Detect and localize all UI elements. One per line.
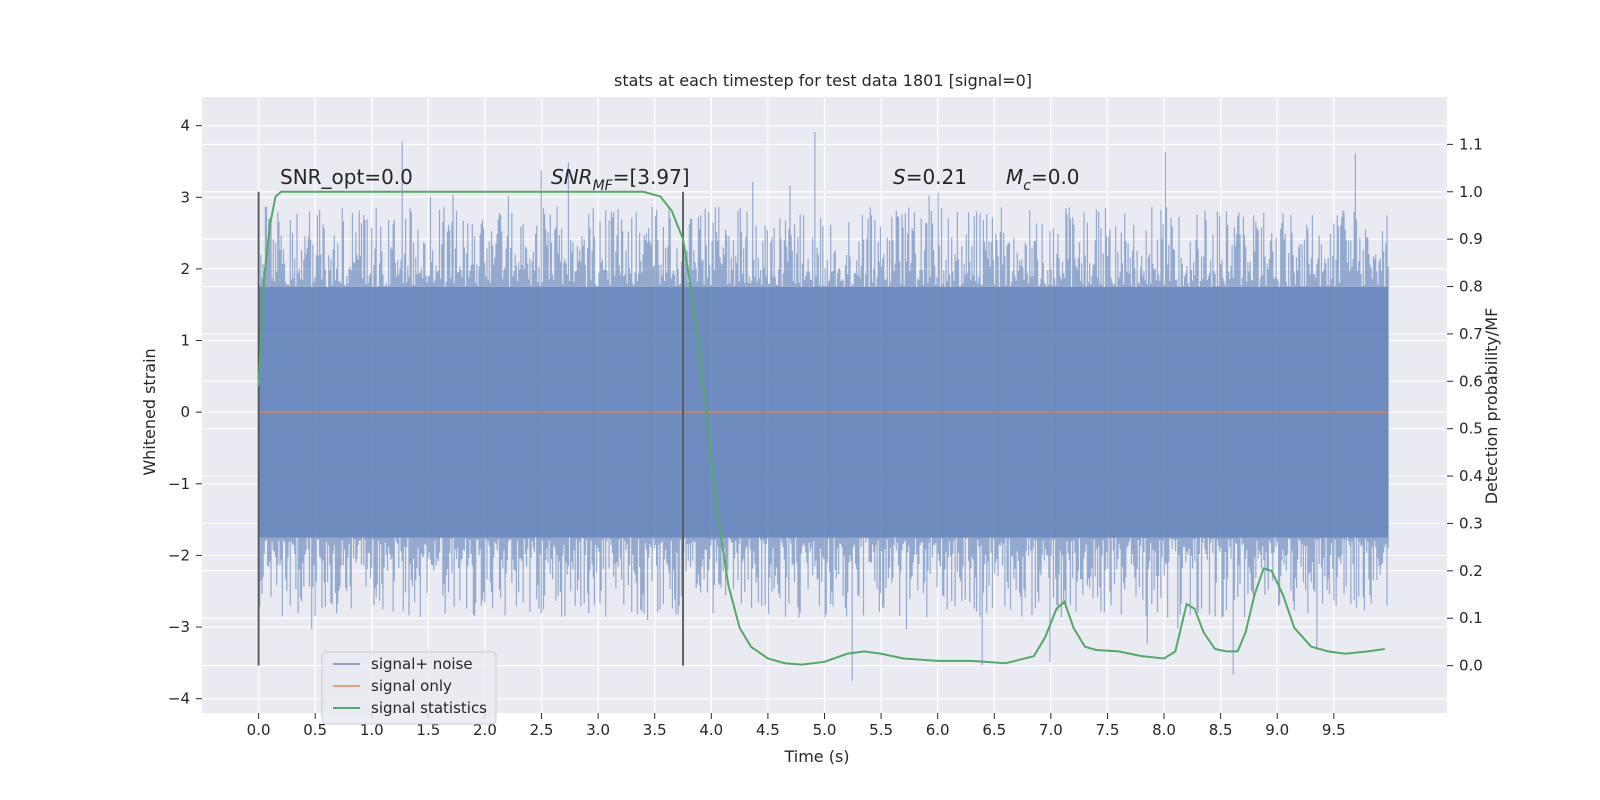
y2-axis-label: Detection probability/MF: [1482, 308, 1501, 505]
x-tick-label: 6.5: [982, 721, 1006, 739]
x-tick-label: 7.5: [1096, 721, 1120, 739]
y2-tick-label: 0.8: [1459, 278, 1483, 296]
y-axis-label: Whitened strain: [140, 348, 159, 475]
y2-tick-label: 0.9: [1459, 230, 1483, 248]
annotation-snr-mf-sub: MF: [593, 178, 614, 194]
y2-tick-label: 0.3: [1459, 514, 1483, 532]
annotation-mc-sub: c: [1023, 178, 1031, 194]
y2-tick-label: 0.4: [1459, 467, 1483, 485]
y2-tick-label: 1.0: [1459, 183, 1483, 201]
x-tick-label: 1.0: [360, 721, 384, 739]
y2-tick-label: 0.7: [1459, 325, 1483, 343]
annotation-mc-base: M: [1006, 165, 1023, 189]
annotation-snr-mf: SNRMF=[3.97]: [551, 165, 690, 194]
x-tick-label: 5.5: [869, 721, 893, 739]
y-tick-label: −4: [168, 690, 190, 708]
y-tick-label: 3: [180, 188, 190, 206]
x-tick-label: 2.5: [530, 721, 554, 739]
x-tick-label: 4.0: [699, 721, 723, 739]
series-layer: [257, 190, 1389, 666]
y-tick-label: −1: [168, 475, 190, 493]
x-tick-label: 9.5: [1322, 721, 1346, 739]
x-tick-label: 3.5: [643, 721, 667, 739]
y-tick-label: −2: [168, 546, 190, 564]
legend-entry: signal statistics: [371, 699, 487, 717]
legend-entry: signal+ noise: [371, 655, 473, 673]
legend-entry: signal only: [371, 677, 452, 695]
annotation-s: S=0.21: [893, 165, 967, 189]
signal-statistics-line: [257, 190, 1385, 666]
y-tick-label: −3: [168, 618, 190, 636]
y2-tick-label: 0.6: [1459, 372, 1483, 390]
y2-tick-label: 0.5: [1459, 420, 1483, 438]
annotation-s-symbol: S: [893, 165, 906, 189]
y2-tick-label: 1.1: [1459, 135, 1483, 153]
x-tick-label: 0.5: [303, 721, 327, 739]
x-tick-label: 6.0: [926, 721, 950, 739]
y-tick-label: 0: [180, 403, 190, 421]
x-tick-label: 8.0: [1152, 721, 1176, 739]
x-tick-label: 5.0: [813, 721, 837, 739]
x-axis-label: Time (s): [783, 747, 849, 766]
y-tick-label: 4: [180, 117, 190, 135]
x-tick-label: 8.5: [1209, 721, 1233, 739]
annotation-s-value: =0.21: [906, 165, 967, 189]
legend-box: [321, 651, 497, 725]
tick-layer: 0.0 0.5 1.0 1.5 2.0 2.5 3.0 3.5 4.0 4.5 5.0 5.5 6.0 6…: [168, 117, 1483, 739]
x-tick-label: 9.0: [1265, 721, 1289, 739]
annotation-mc: Mc=0.0: [1006, 165, 1080, 194]
x-tick-label: 2.0: [473, 721, 497, 739]
annotation-snr-opt: SNR_opt=0.0: [280, 165, 413, 189]
y-tick-label: 2: [180, 260, 190, 278]
chart-title: stats at each timestep for test data 180…: [614, 71, 1032, 90]
y2-tick-label: 0.1: [1459, 609, 1483, 627]
y2-tick-label: 0.0: [1459, 657, 1483, 675]
legend: signal+ noise signal only signal statistic…: [321, 651, 497, 725]
annotation-layer: SNR_opt=0.0 SNRMF=[3.97] S=0.21 Mc=0.0: [280, 165, 1080, 194]
annotation-snr-mf-value: =[3.97]: [613, 165, 690, 189]
x-tick-label: 4.5: [756, 721, 780, 739]
x-tick-label: 7.0: [1039, 721, 1063, 739]
x-tick-label: 3.0: [586, 721, 610, 739]
y2-tick-label: 0.2: [1459, 562, 1483, 580]
annotation-snr-mf-base: SNR: [551, 165, 593, 189]
x-tick-label: 1.5: [416, 721, 440, 739]
y-tick-label: 1: [180, 332, 190, 350]
x-tick-label: 0.0: [247, 721, 271, 739]
annotation-mc-value: =0.0: [1031, 165, 1080, 189]
